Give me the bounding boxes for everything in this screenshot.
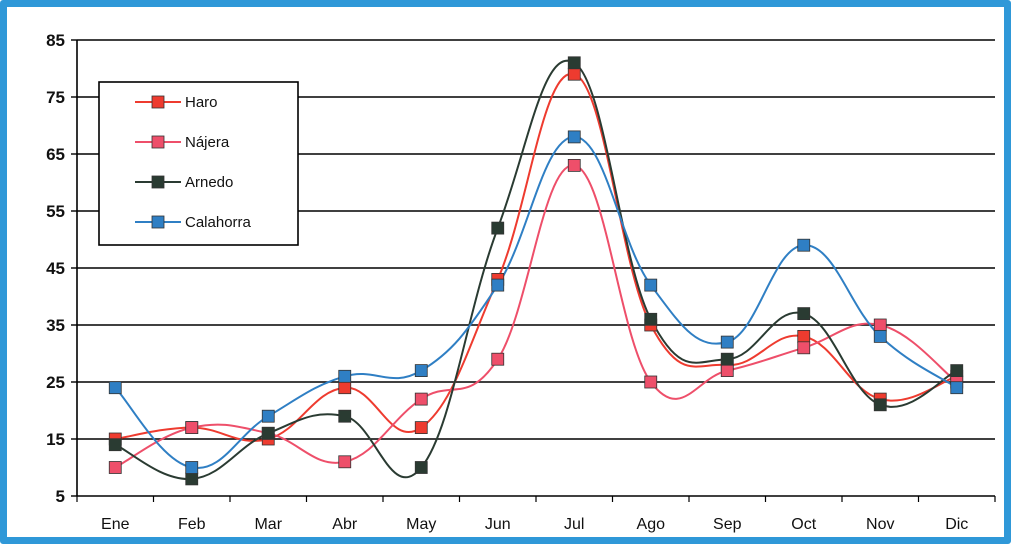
data-point-arnedo bbox=[261, 426, 275, 440]
x-tick-label: Jun bbox=[485, 516, 511, 533]
data-point-calahorra bbox=[185, 461, 199, 474]
data-point-arnedo bbox=[338, 409, 352, 423]
data-point-arnedo bbox=[950, 364, 964, 378]
y-tick-label: 75 bbox=[46, 88, 65, 107]
y-tick-label: 85 bbox=[46, 31, 65, 50]
legend-marker-arnedo bbox=[151, 175, 165, 189]
y-tick-label: 35 bbox=[46, 316, 65, 335]
data-point-haro bbox=[414, 421, 428, 435]
legend-marker-najera bbox=[151, 135, 165, 149]
data-point-najera bbox=[491, 352, 505, 366]
data-point-najera bbox=[185, 421, 199, 435]
data-point-calahorra bbox=[567, 130, 581, 144]
data-point-calahorra bbox=[491, 278, 505, 292]
y-tick-label: 65 bbox=[46, 145, 65, 164]
x-tick-label: Feb bbox=[178, 516, 206, 533]
data-point-arnedo bbox=[567, 56, 581, 70]
data-point-najera bbox=[720, 364, 734, 378]
series-group bbox=[108, 56, 964, 486]
y-tick-label: 15 bbox=[46, 430, 65, 449]
data-point-najera bbox=[414, 392, 428, 406]
data-point-najera bbox=[567, 158, 581, 172]
data-point-arnedo bbox=[108, 438, 122, 452]
legend-label-arnedo: Arnedo bbox=[185, 174, 233, 191]
data-point-haro bbox=[797, 329, 811, 343]
x-tick-label: Mar bbox=[254, 516, 282, 533]
legend-label-najera: Nájera bbox=[185, 134, 230, 151]
data-point-arnedo bbox=[873, 398, 887, 412]
data-point-najera bbox=[108, 461, 122, 474]
data-point-arnedo bbox=[644, 312, 658, 326]
x-tick-label: Jul bbox=[564, 516, 584, 533]
x-tick-label: Ago bbox=[637, 516, 666, 533]
data-point-calahorra bbox=[644, 278, 658, 292]
x-tick-label: Ene bbox=[101, 516, 130, 533]
x-tick-label: Nov bbox=[866, 516, 894, 533]
legend-label-haro: Haro bbox=[185, 94, 218, 111]
axes: 5 15 25 35 45 55 65 75 85 Ene Feb Mar Abr May Jun Jul Ag… bbox=[46, 31, 996, 533]
data-point-haro bbox=[567, 67, 581, 81]
legend: Haro Nájera Arnedo Calahorra bbox=[98, 81, 299, 246]
data-point-najera bbox=[338, 455, 352, 469]
x-tick-label: Abr bbox=[332, 516, 358, 533]
y-tick-label: 55 bbox=[46, 202, 65, 221]
data-point-arnedo bbox=[797, 307, 811, 321]
data-point-calahorra bbox=[950, 381, 964, 395]
legend-label-calahorra: Calahorra bbox=[185, 214, 252, 231]
data-point-calahorra bbox=[720, 335, 734, 349]
data-point-najera bbox=[873, 318, 887, 332]
x-tick-label: May bbox=[406, 516, 436, 533]
data-point-arnedo bbox=[414, 461, 428, 474]
y-tick-label: 25 bbox=[46, 373, 65, 392]
data-point-arnedo bbox=[185, 472, 199, 486]
x-tick-label: Oct bbox=[791, 516, 816, 533]
data-point-calahorra bbox=[873, 329, 887, 343]
data-point-calahorra bbox=[797, 238, 811, 252]
data-point-najera bbox=[797, 341, 811, 355]
data-point-arnedo bbox=[720, 352, 734, 366]
x-tick-label: Sep bbox=[713, 516, 742, 533]
legend-marker-calahorra bbox=[151, 215, 165, 229]
data-point-calahorra bbox=[261, 409, 275, 423]
x-tick-label: Dic bbox=[945, 516, 968, 533]
data-point-najera bbox=[644, 375, 658, 389]
y-tick-label: 45 bbox=[46, 259, 65, 278]
legend-marker-haro bbox=[151, 95, 165, 109]
data-point-calahorra bbox=[414, 364, 428, 378]
data-point-arnedo bbox=[491, 221, 505, 235]
data-point-calahorra bbox=[338, 369, 352, 383]
y-tick-label: 5 bbox=[56, 487, 65, 506]
data-point-calahorra bbox=[108, 381, 122, 395]
legend-box bbox=[98, 81, 299, 246]
data-point-haro bbox=[338, 381, 352, 395]
